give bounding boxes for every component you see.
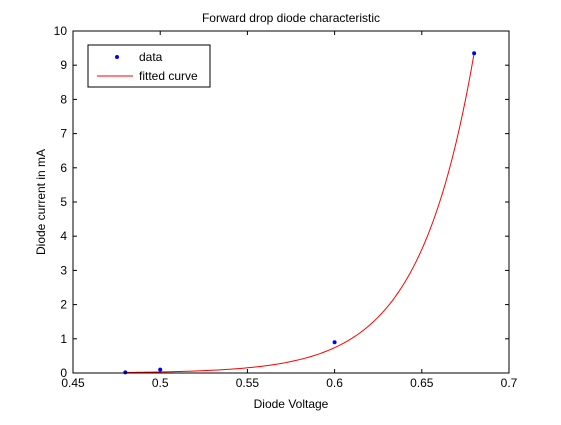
legend: data fitted curve bbox=[87, 44, 211, 88]
y-axis-label: Diode current in mA bbox=[34, 149, 48, 255]
x-tick-label: 0.45 bbox=[61, 376, 85, 390]
y-tick-label: 0 bbox=[60, 366, 67, 380]
legend-box bbox=[87, 44, 211, 88]
x-tick-label: 0.65 bbox=[410, 376, 434, 390]
y-tick-label: 2 bbox=[60, 298, 67, 312]
plot-area bbox=[73, 31, 509, 373]
chart-title: Forward drop diode characteristic bbox=[202, 11, 380, 25]
legend-label-fitted-curve: fitted curve bbox=[139, 69, 198, 83]
data-point bbox=[123, 370, 128, 375]
legend-marker-data bbox=[115, 55, 119, 59]
y-tick-label: 3 bbox=[60, 263, 67, 277]
x-axis-label: Diode Voltage bbox=[254, 397, 329, 411]
y-tick-label: 7 bbox=[60, 127, 67, 141]
plot-frame bbox=[72, 30, 510, 374]
data-point bbox=[332, 340, 337, 345]
y-tick-label: 1 bbox=[60, 332, 67, 346]
series-layer bbox=[123, 51, 477, 375]
x-tick-label: 0.7 bbox=[501, 376, 518, 390]
y-tick-label: 8 bbox=[60, 92, 67, 106]
x-axis: 0.45 0.5 0.55 0.6 0.65 0.7 bbox=[61, 31, 518, 390]
legend-label-data: data bbox=[139, 50, 163, 64]
y-tick-label: 5 bbox=[60, 195, 67, 209]
x-tick-label: 0.55 bbox=[236, 376, 260, 390]
series-line-fitted-curve bbox=[125, 53, 475, 373]
y-tick-label: 6 bbox=[60, 161, 67, 175]
y-axis: 0 1 2 3 4 5 6 7 8 9 10 bbox=[54, 24, 509, 380]
data-point bbox=[158, 367, 163, 372]
data-point bbox=[472, 51, 477, 56]
x-tick-label: 0.5 bbox=[152, 376, 169, 390]
y-tick-label: 10 bbox=[54, 24, 68, 38]
x-tick-label: 0.6 bbox=[326, 376, 343, 390]
y-tick-label: 4 bbox=[60, 229, 67, 243]
y-tick-label: 9 bbox=[60, 58, 67, 72]
